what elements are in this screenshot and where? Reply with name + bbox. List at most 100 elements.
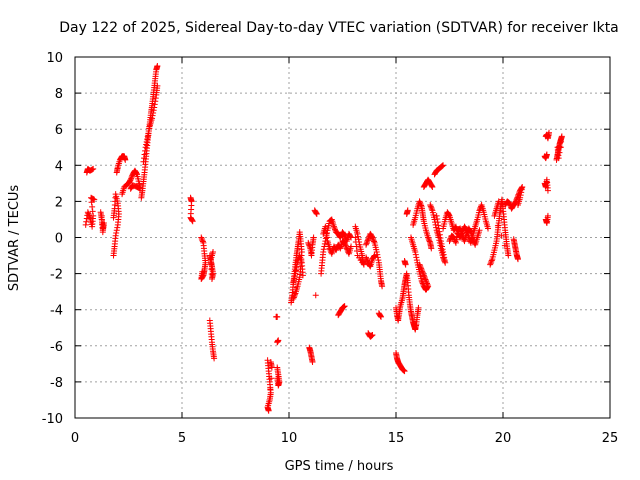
data-point: [352, 234, 359, 241]
data-point: [90, 165, 97, 172]
data-point: [364, 239, 371, 246]
data-point: [85, 210, 92, 217]
data-point: [85, 211, 92, 218]
data-point: [353, 243, 360, 250]
data-point: [439, 243, 446, 250]
data-point: [546, 129, 553, 136]
data-point: [505, 252, 512, 259]
data-point: [322, 227, 329, 234]
data-point: [199, 238, 206, 245]
y-tick-label: -10: [42, 412, 63, 427]
data-point: [487, 261, 494, 268]
chart-title: Day 122 of 2025, Sidereal Day-to-day VTE…: [59, 20, 619, 36]
data-point: [114, 224, 121, 231]
data-point: [488, 257, 495, 264]
y-axis-label: SDTVAR / TECUs: [7, 185, 22, 292]
data-point: [154, 63, 161, 70]
data-point: [453, 236, 460, 243]
data-point: [442, 259, 449, 266]
data-point: [290, 294, 297, 301]
data-point: [423, 279, 430, 286]
data-point: [440, 248, 447, 255]
data-point: [363, 240, 370, 247]
data-point: [519, 183, 526, 190]
data-point: [374, 251, 381, 258]
data-point: [143, 141, 150, 148]
x-tick-label: 25: [602, 431, 619, 446]
data-point: [428, 183, 435, 190]
data-point: [506, 200, 513, 207]
data-point: [429, 183, 436, 190]
data-point: [152, 98, 159, 105]
data-point: [199, 237, 206, 244]
data-point: [441, 257, 448, 264]
data-point: [416, 198, 423, 205]
data-point: [377, 313, 384, 320]
data-point: [371, 252, 378, 259]
data-point: [485, 225, 492, 232]
data-point: [426, 238, 433, 245]
data-point: [292, 270, 299, 277]
data-point: [369, 235, 376, 242]
data-point: [313, 211, 320, 218]
data-point: [110, 214, 117, 221]
data-point: [330, 223, 337, 230]
data-point: [435, 222, 442, 229]
data-point: [425, 235, 432, 242]
data-point: [495, 198, 502, 205]
data-point: [445, 211, 452, 218]
data-point: [140, 158, 147, 165]
data-point: [90, 212, 97, 219]
data-point: [113, 229, 120, 236]
data-point: [498, 232, 505, 239]
data-point: [363, 255, 370, 262]
data-point: [198, 235, 205, 242]
data-point: [371, 253, 378, 260]
data-point: [353, 248, 360, 255]
data-point: [501, 242, 508, 249]
data-point: [420, 272, 427, 279]
data-point: [369, 331, 376, 338]
data-point: [299, 272, 306, 279]
data-point: [198, 234, 205, 241]
data-point: [141, 155, 148, 162]
data-point: [354, 252, 361, 259]
x-tick-label: 10: [281, 431, 298, 446]
x-axis-label: GPS time / hours: [285, 459, 394, 474]
data-point: [291, 291, 298, 298]
data-point: [292, 267, 299, 274]
data-point: [425, 283, 432, 290]
y-tick-label: 6: [55, 123, 63, 138]
data-point: [418, 202, 425, 209]
data-point: [275, 337, 282, 344]
data-point: [514, 256, 521, 263]
data-point: [211, 355, 218, 362]
data-point: [375, 257, 382, 264]
data-point: [266, 396, 273, 403]
y-tick-label: -6: [50, 340, 63, 355]
y-tick-label: 4: [55, 159, 63, 174]
data-point: [150, 107, 157, 114]
data-point: [446, 238, 453, 245]
data-point: [440, 162, 447, 169]
data-point: [347, 233, 354, 240]
data-point: [518, 189, 525, 196]
data-point: [91, 196, 98, 203]
data-point: [332, 226, 339, 233]
data-point: [113, 227, 120, 234]
data-point: [321, 240, 328, 247]
data-point: [441, 254, 448, 261]
data-point: [415, 304, 422, 311]
data-point: [369, 234, 376, 241]
data-point: [274, 375, 281, 382]
data-point: [420, 271, 427, 278]
data-point: [543, 151, 550, 158]
data-point: [417, 201, 424, 208]
data-point: [141, 151, 148, 158]
y-tick-label: 0: [55, 232, 63, 247]
data-point: [82, 221, 89, 228]
data-point: [428, 245, 435, 252]
data-point: [558, 133, 565, 140]
data-point: [439, 246, 446, 253]
data-point: [333, 247, 340, 254]
